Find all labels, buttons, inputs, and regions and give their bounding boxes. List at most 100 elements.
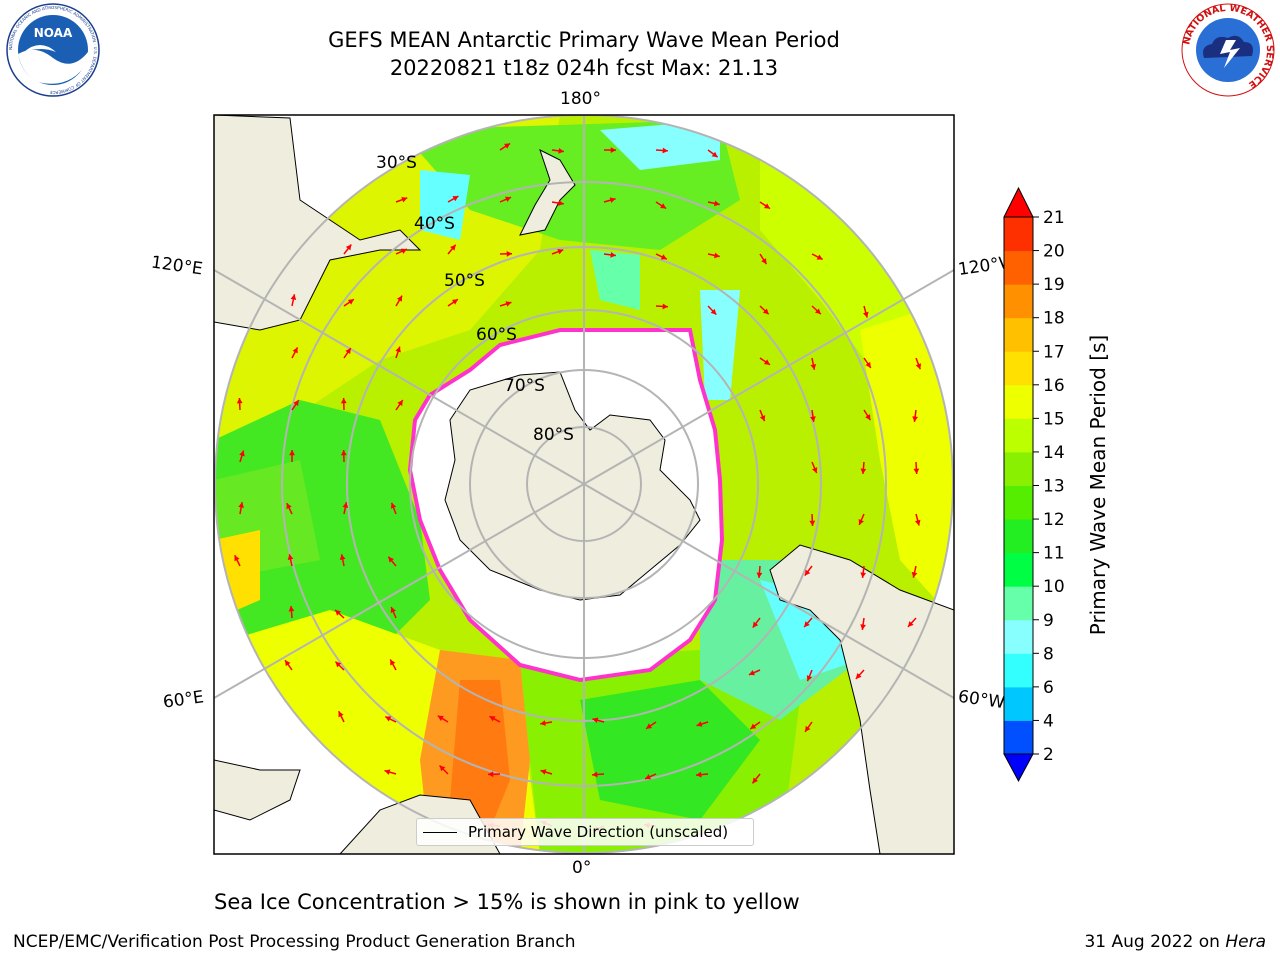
wave-arrow-head [592, 771, 598, 778]
wave-arrow-head [504, 143, 511, 149]
nws-logo: NATIONAL WEATHER SERVICE [1181, 3, 1275, 97]
wave-arrow-head [860, 572, 867, 578]
colorbar-over-extension [1003, 186, 1034, 218]
wave-arrow-head [388, 556, 394, 563]
wave-arrow-head [340, 450, 347, 456]
wave-arrow-head [646, 723, 653, 729]
wave-arrow-head [292, 347, 298, 354]
colorbar-tick-label: 6 [1043, 678, 1054, 698]
wave-arrow-head [809, 520, 816, 526]
footer-machine: Hera [1225, 932, 1266, 952]
wave-arrow-head [863, 311, 869, 318]
wave-arrow-head [912, 416, 918, 422]
chart-title: GEFS MEAN Antarctic Primary Wave Mean Pe… [328, 28, 840, 52]
south-america-land [769, 544, 954, 854]
colorbar-segment [1004, 619, 1033, 654]
colorbar-segment [1004, 384, 1033, 419]
colorbar-segment [1004, 686, 1033, 721]
wave-arrow-head [451, 299, 458, 305]
wave-arrow-head [764, 203, 771, 209]
wave-arrow-head [345, 348, 351, 355]
wave-arrow-head [810, 364, 817, 370]
wave-arrow-head [437, 715, 444, 721]
lat-label-60s: 60°S [476, 325, 517, 345]
lat-label-50s: 50°S [444, 271, 485, 291]
lat-label-40s: 40°S [414, 214, 455, 234]
colorbar-tick-label: 9 [1043, 611, 1054, 631]
noaa-logo: NOAA NATIONAL OCEANIC AND ATMOSPHERIC AD… [6, 3, 100, 97]
wave-arrow-head [752, 777, 759, 784]
sea-ice-note: Sea Ice Concentration > 15% is shown in … [214, 890, 800, 914]
africa-land [214, 759, 301, 821]
wave-arrow-head [239, 450, 245, 457]
wave-arrow-head [750, 723, 757, 730]
wave-arrow-head [748, 670, 755, 676]
colorbar: 2 4 6 8 9 10 11 12 13 14 15 16 17 18 19 20 21 [1003, 186, 1065, 783]
colorbar-segment [1004, 451, 1033, 486]
wave-arrow-head [762, 308, 769, 315]
wave-arrow-head [805, 725, 811, 732]
wave-arrow-head [860, 468, 867, 474]
colorbar-tick-label: 12 [1043, 510, 1065, 530]
wave-arrow-head [662, 147, 668, 154]
colorbar-segment [1004, 720, 1033, 755]
wave-arrow-head [293, 400, 299, 407]
wave-arrow-head [811, 467, 818, 474]
graticule [214, 115, 954, 854]
wave-arrow-head [385, 716, 392, 722]
wave-arrow-head [506, 250, 512, 257]
colorbar-tick-label: 19 [1043, 275, 1065, 295]
wave-arrow-head [756, 572, 763, 578]
colorbar-segment [1004, 217, 1033, 252]
wave-arrow-head [713, 252, 720, 259]
wave-arrow-head [855, 673, 862, 679]
colorbar-segment [1004, 653, 1033, 688]
colorbar-under-extension [1003, 753, 1034, 783]
colorbar-label: Primary Wave Mean Period [s] [1086, 334, 1110, 636]
wave-arrow-head [804, 621, 810, 628]
wave-arrow-head [488, 771, 494, 778]
lon-label-180: 180° [560, 89, 601, 109]
wave-arrow-head [610, 147, 616, 153]
colorbar-tick-label: 15 [1043, 409, 1065, 429]
wave-arrow-head [338, 711, 344, 718]
wave-arrow-head [752, 621, 759, 628]
wave-arrow-head [390, 659, 396, 666]
map-frame [213, 114, 955, 855]
wave-arrow-head [660, 254, 667, 260]
chart-subtitle: 20220821 t18z 024h fcst Max: 21.13 [389, 56, 779, 80]
wave-direction-arrows [233, 142, 922, 832]
wave-arrow-head [810, 416, 816, 422]
wave-arrow-head [713, 200, 720, 207]
wave-arrow-head [289, 450, 295, 456]
colorbar-tick-label: 13 [1043, 477, 1065, 497]
wave-arrow-head [397, 400, 403, 407]
wave-arrow-head [660, 203, 667, 209]
wave-arrow-head [390, 606, 396, 613]
wave-arrow-head [860, 624, 866, 630]
wave-arrow-head [342, 502, 349, 508]
wave-arrow-head [610, 252, 616, 258]
wave-arrow-head [540, 720, 546, 726]
wave-arrow-head [286, 503, 292, 510]
wave-arrow-head [915, 363, 922, 370]
colorbar-segment [1004, 552, 1033, 587]
lat-label-70s: 70°S [504, 376, 545, 396]
wave-arrow-head [400, 248, 407, 254]
wave-arrow-head [489, 716, 496, 722]
wave-arrow-head [238, 502, 245, 508]
colorbar-tick-label: 20 [1043, 242, 1065, 262]
wave-arrow-head [335, 609, 341, 616]
wave-arrow-head [439, 765, 446, 772]
colorbar-segment [1004, 519, 1033, 554]
wave-arrow-head [592, 717, 599, 724]
map-legend: Primary Wave Direction (unscaled) [416, 818, 754, 846]
wave-arrow-head [711, 151, 718, 158]
wave-arrow-head [450, 244, 456, 251]
wave-arrow-head [662, 303, 668, 310]
wave-arrow-head [761, 258, 767, 265]
wave-arrow-head [710, 308, 717, 315]
colorbar-segment [1004, 586, 1033, 621]
colorbar-tick-label: 11 [1043, 544, 1065, 564]
footer-date-text: 31 Aug 2022 on [1084, 932, 1226, 952]
